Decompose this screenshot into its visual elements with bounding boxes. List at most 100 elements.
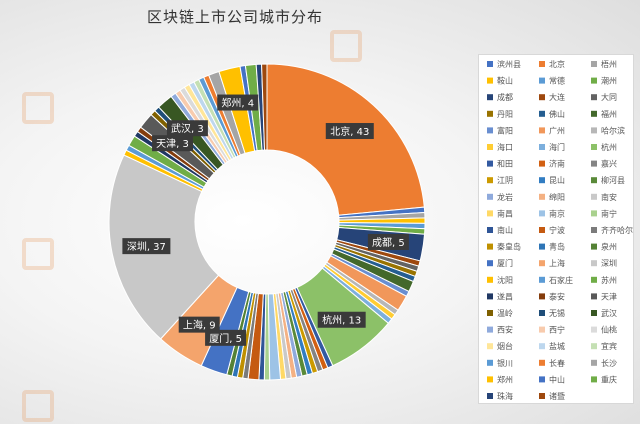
legend-swatch xyxy=(591,160,597,167)
legend-label: 杭州 xyxy=(601,142,617,152)
legend-item-福州: 福州 xyxy=(591,110,617,119)
legend-item-海口: 海口 xyxy=(487,142,513,152)
legend-label: 南山 xyxy=(497,225,513,235)
legend-item-南山: 南山 xyxy=(487,225,513,235)
legend-item-青岛: 青岛 xyxy=(539,242,565,252)
legend-swatch xyxy=(539,326,545,333)
legend-swatch xyxy=(487,193,493,200)
chart-legend: 滨州县 北京 梧州 鞍山 常德 潮州 成都 大连 大同 丹阳 佛山 福州 富阳 广州 哈尔滨 海口 海门 杭州 和田… xyxy=(478,54,634,404)
legend-swatch xyxy=(539,376,545,383)
legend-item-仙桃: 仙桃 xyxy=(591,325,617,335)
legend-item-嘉兴: 嘉兴 xyxy=(591,159,617,169)
legend-item-深圳: 深圳 xyxy=(591,258,617,268)
legend-item-和田: 和田 xyxy=(487,160,513,169)
legend-swatch xyxy=(487,293,493,300)
data-label-text: 深圳, 37 xyxy=(127,241,166,253)
legend-swatch xyxy=(591,193,597,200)
data-label-成都: 成都, 5 xyxy=(367,233,409,250)
legend-label: 宜宾 xyxy=(601,341,617,351)
legend-swatch xyxy=(591,293,597,300)
legend-swatch xyxy=(487,326,493,333)
data-label-text: 杭州, 13 xyxy=(322,314,361,327)
legend-item-江阴: 江阴 xyxy=(487,176,513,185)
data-label-text: 北京, 43 xyxy=(330,125,369,138)
legend-item-重庆: 重庆 xyxy=(591,374,617,384)
data-label-text: 成都, 5 xyxy=(372,237,405,249)
slice-诸暨 xyxy=(261,63,268,151)
legend-item-富阳: 富阳 xyxy=(487,125,513,135)
legend-label: 佛山 xyxy=(549,109,565,119)
legend-item-济南: 济南 xyxy=(539,159,565,169)
legend-item-西安: 西安 xyxy=(487,325,513,335)
legend-swatch xyxy=(591,243,597,250)
data-label-text: 郑州, 4 xyxy=(221,97,254,110)
legend-item-宁波: 宁波 xyxy=(539,225,565,235)
legend-label: 中山 xyxy=(549,374,565,384)
legend-label: 梧州 xyxy=(601,59,617,69)
legend-swatch xyxy=(539,177,545,184)
legend-swatch xyxy=(591,310,597,316)
legend-label: 潮州 xyxy=(601,76,617,86)
legend-item-绵阳: 绵阳 xyxy=(539,192,565,202)
legend-swatch xyxy=(539,393,545,399)
legend-swatch xyxy=(539,210,545,217)
data-label-box xyxy=(152,135,194,152)
legend-label: 长沙 xyxy=(601,358,617,368)
legend-swatch xyxy=(487,94,493,101)
legend-swatch xyxy=(539,343,545,350)
legend-swatch xyxy=(591,276,597,283)
legend-label: 南安 xyxy=(601,192,617,202)
legend-item-成都: 成都 xyxy=(487,92,513,102)
legend-label: 仙桃 xyxy=(601,325,617,335)
legend-label: 遂昌 xyxy=(497,291,513,301)
legend-label: 和田 xyxy=(497,160,513,169)
legend-swatch xyxy=(591,343,597,350)
legend-swatch xyxy=(539,144,545,150)
data-label-武汉: 武汉, 3 xyxy=(166,120,208,137)
legend-label: 大同 xyxy=(601,92,617,102)
legend-swatch xyxy=(539,310,545,316)
data-label-上海: 上海, 9 xyxy=(178,316,220,333)
legend-swatch xyxy=(539,276,545,283)
legend-label: 广州 xyxy=(549,125,565,135)
legend-label: 苏州 xyxy=(601,275,617,285)
legend-label: 武汉 xyxy=(601,308,617,318)
legend-swatch xyxy=(539,110,545,117)
legend-label: 烟台 xyxy=(497,341,513,351)
legend-label: 鞍山 xyxy=(497,76,513,86)
legend-item-无锡: 无锡 xyxy=(539,309,565,318)
legend-swatch xyxy=(591,110,597,117)
legend-label: 南京 xyxy=(549,208,565,218)
legend-label: 福州 xyxy=(601,110,617,119)
legend-item-秦皇岛: 秦皇岛 xyxy=(487,242,521,252)
legend-item-鞍山: 鞍山 xyxy=(487,76,513,86)
legend-label: 北京 xyxy=(549,59,565,69)
legend-item-佛山: 佛山 xyxy=(539,109,565,119)
legend-item-齐齐哈尔: 齐齐哈尔 xyxy=(591,225,633,235)
legend-label: 厦门 xyxy=(497,258,513,268)
legend-item-南宁: 南宁 xyxy=(591,208,617,218)
legend-label: 滨州县 xyxy=(497,59,521,69)
legend-swatch xyxy=(539,243,545,250)
legend-item-滨州县: 滨州县 xyxy=(487,59,521,69)
legend-swatch xyxy=(487,127,493,134)
legend-label: 深圳 xyxy=(601,258,617,268)
legend-swatch xyxy=(539,61,545,67)
legend-label: 常德 xyxy=(549,76,565,86)
legend-label: 富阳 xyxy=(497,125,513,135)
legend-label: 成都 xyxy=(497,92,513,102)
legend-label: 齐齐哈尔 xyxy=(601,225,633,235)
legend-swatch xyxy=(539,127,545,134)
legend-label: 泉州 xyxy=(601,242,617,252)
legend-item-中山: 中山 xyxy=(539,374,565,384)
legend-item-常德: 常德 xyxy=(539,76,565,86)
legend-swatch xyxy=(487,260,493,267)
data-label-天津: 天津, 3 xyxy=(152,135,194,152)
legend-swatch xyxy=(487,276,493,283)
legend-swatch xyxy=(539,293,545,300)
legend-swatch xyxy=(591,94,597,101)
legend-item-大同: 大同 xyxy=(591,92,617,102)
data-label-box xyxy=(367,233,409,250)
legend-label: 上海 xyxy=(549,258,565,268)
legend-item-梧州: 梧州 xyxy=(591,59,617,69)
